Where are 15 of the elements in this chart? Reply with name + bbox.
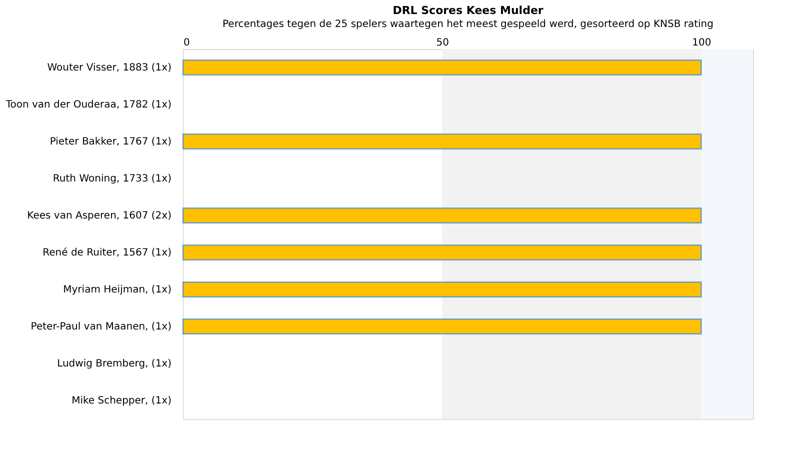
chart-title: DRL Scores Kees Mulder <box>392 4 544 17</box>
chart-subtitle: Percentages tegen de 25 spelers waartegen het meest gespeeld werd, gesorteerd op KNSB rating <box>222 19 714 30</box>
y-tick-label: René de Ruiter, 1567 (1x) <box>42 248 172 258</box>
y-tick-label: Ludwig Bremberg, (1x) <box>57 358 172 370</box>
y-tick-label: Pieter Bakker, 1767 (1x) <box>50 136 172 148</box>
y-tick-label: Wouter Visser, 1883 (1x) <box>47 62 172 74</box>
x-tick-label: 50 <box>436 38 449 48</box>
y-tick-label: Peter-Paul van Maanen, (1x) <box>30 322 172 332</box>
x-tick-label: 100 <box>692 38 712 48</box>
y-tick-label: Myriam Heijman, (1x) <box>63 284 172 296</box>
y-tick-label: Mike Schepper, (1x) <box>72 396 172 406</box>
x-tick-label: 0 <box>184 38 190 48</box>
y-tick-label: Kees van Asperen, 1607 (2x) <box>27 210 172 222</box>
y-tick-label: Ruth Woning, 1733 (1x) <box>52 174 172 184</box>
y-tick-label: Toon van der Ouderaa, 1782 (1x) <box>4 100 172 110</box>
